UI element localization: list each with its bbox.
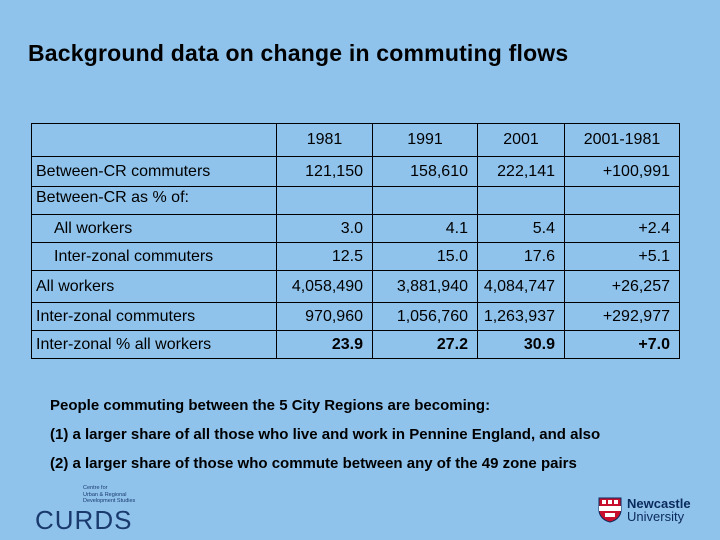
curds-subtitle-line: Development Studies: [83, 498, 136, 504]
cell-value: 3.0: [276, 214, 373, 243]
row-label: Inter-zonal commuters: [31, 302, 277, 331]
cell-empty: [372, 186, 478, 215]
cell-value: 222,141: [477, 156, 565, 187]
row-label: Between-CR commuters: [31, 156, 277, 187]
cell-value: +26,257: [564, 270, 680, 303]
university-name-line1: Newcastle: [627, 496, 691, 511]
section-label: Between-CR as % of:: [31, 186, 277, 215]
table-header-row: 1981 1991 2001 2001-1981: [31, 123, 680, 157]
table-row: Inter-zonal commuters 12.5 15.0 17.6 +5.…: [31, 242, 680, 271]
table-section-row: Between-CR as % of:: [31, 186, 680, 215]
table-row: Inter-zonal commuters 970,960 1,056,760 …: [31, 302, 680, 331]
note-line: (1) a larger share of all those who live…: [50, 426, 601, 443]
newcastle-university-logo: Newcastle University: [598, 497, 691, 523]
cell-value: +292,977: [564, 302, 680, 331]
table-row: Between-CR commuters 121,150 158,610 222…: [31, 156, 680, 187]
page-title: Background data on change in commuting f…: [28, 40, 569, 66]
cell-value: +7.0: [564, 330, 680, 359]
cell-value: 5.4: [477, 214, 565, 243]
row-label: All workers: [31, 214, 277, 243]
cell-value: 1,056,760: [372, 302, 478, 331]
header-change: 2001-1981: [564, 123, 680, 157]
curds-logo-icon: [35, 487, 75, 503]
cell-value: 4.1: [372, 214, 478, 243]
row-label: All workers: [31, 270, 277, 303]
cell-value: 12.5: [276, 242, 373, 271]
university-crest-icon: [598, 497, 622, 523]
header-1981: 1981: [276, 123, 373, 157]
cell-value: 970,960: [276, 302, 373, 331]
cell-value: 15.0: [372, 242, 478, 271]
cell-value: 23.9: [276, 330, 373, 359]
cell-value: 158,610: [372, 156, 478, 187]
summary-notes: People commuting between the 5 City Regi…: [50, 391, 600, 478]
header-2001: 2001: [477, 123, 565, 157]
cell-value: 1,263,937: [477, 302, 565, 331]
cell-empty: [564, 186, 680, 215]
commuting-data-table: 1981 1991 2001 2001-1981 Between-CR comm…: [31, 123, 680, 359]
note-line: People commuting between the 5 City Regi…: [50, 397, 491, 414]
row-label: Inter-zonal commuters: [31, 242, 277, 271]
curds-logo-text: CURDS: [35, 505, 133, 535]
cell-value: 121,150: [276, 156, 373, 187]
header-1991: 1991: [372, 123, 478, 157]
cell-value: 27.2: [372, 330, 478, 359]
curds-subtitle-line: Urban & Regional: [83, 491, 127, 498]
cell-empty: [276, 186, 373, 215]
university-name-line2: University: [627, 509, 685, 524]
cell-value: 30.9: [477, 330, 565, 359]
cell-value: 17.6: [477, 242, 565, 271]
curds-subtitle-line: Centre for: [83, 485, 108, 491]
cell-value: +100,991: [564, 156, 680, 187]
table-row: All workers 3.0 4.1 5.4 +2.4: [31, 214, 680, 243]
cell-value: +5.1: [564, 242, 680, 271]
header-empty: [31, 123, 277, 157]
table-row: Inter-zonal % all workers 23.9 27.2 30.9…: [31, 330, 680, 359]
curds-subtitle: Centre for Urban & Regional Development …: [83, 485, 153, 505]
cell-value: 4,084,747: [477, 270, 565, 303]
note-line: (2) a larger share of those who commute …: [50, 455, 577, 472]
row-label: Inter-zonal % all workers: [31, 330, 277, 359]
cell-empty: [477, 186, 565, 215]
cell-value: +2.4: [564, 214, 680, 243]
cell-value: 4,058,490: [276, 270, 373, 303]
cell-value: 3,881,940: [372, 270, 478, 303]
table-row: All workers 4,058,490 3,881,940 4,084,74…: [31, 270, 680, 303]
